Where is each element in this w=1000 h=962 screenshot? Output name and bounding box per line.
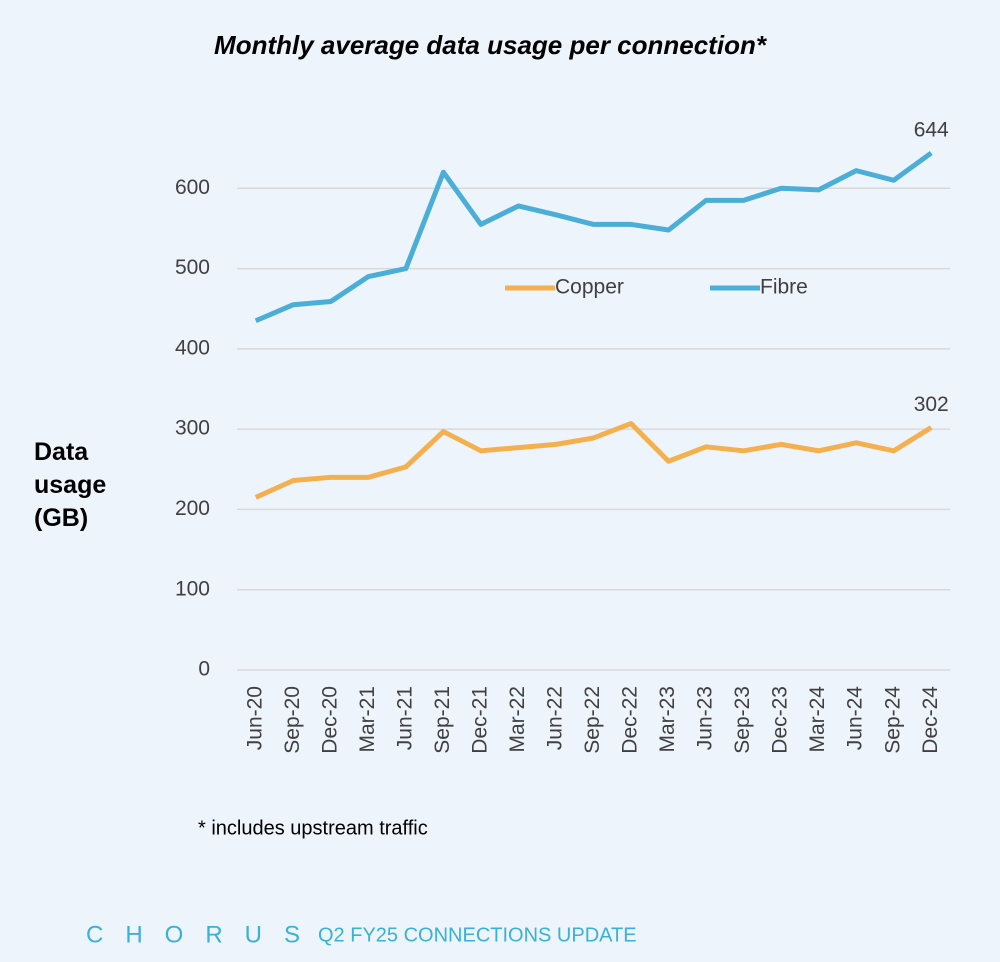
x-tick-label: Jun-20 — [243, 686, 266, 750]
data-label: 302 — [914, 393, 949, 416]
line-series — [254, 421, 933, 500]
footnote: * includes upstream traffic — [198, 817, 428, 839]
y-tick-label: 0 — [198, 658, 210, 681]
y-tick-label: 400 — [175, 336, 210, 359]
x-tick-label: Sep-20 — [281, 686, 304, 754]
x-tick-label: Sep-22 — [581, 686, 604, 754]
x-tick-label: Mar-24 — [806, 686, 829, 753]
x-tick-label: Mar-22 — [506, 686, 529, 753]
footer-text: Q2 FY25 CONNECTIONS UPDATE — [318, 924, 637, 946]
y-tick-label: 500 — [175, 256, 210, 279]
y-tick-label: 100 — [175, 577, 210, 600]
x-tick-label: Sep-23 — [731, 686, 754, 754]
x-tick-label: Jun-22 — [544, 686, 567, 750]
x-tick-label: Dec-23 — [769, 686, 792, 754]
x-tick-label: Mar-21 — [356, 686, 379, 753]
x-tick-label: Sep-21 — [431, 686, 454, 754]
x-tick-label: Mar-23 — [656, 686, 679, 753]
y-tick-label: 300 — [175, 417, 210, 440]
x-tick-label: Jun-21 — [393, 686, 416, 750]
x-tick-label: Dec-20 — [318, 686, 341, 754]
x-tick-label: Jun-23 — [694, 686, 717, 750]
x-tick-label: Dec-22 — [619, 686, 642, 754]
x-tick-label: Sep-24 — [881, 686, 904, 754]
y-tick-label: 600 — [175, 176, 210, 199]
data-label: 644 — [914, 119, 949, 142]
legend-label: Copper — [555, 276, 624, 299]
legend-label: Fibre — [760, 276, 808, 299]
x-tick-label: Dec-21 — [468, 686, 491, 754]
x-tick-label: Jun-24 — [844, 686, 867, 751]
line-series — [254, 150, 933, 324]
y-axis-label: Data usage (GB) — [34, 438, 107, 532]
x-tick-label: Dec-24 — [919, 686, 942, 754]
y-tick-label: 200 — [175, 497, 210, 520]
chart-title: Monthly average data usage per connectio… — [214, 30, 768, 60]
brand: CHORUS — [86, 921, 322, 948]
